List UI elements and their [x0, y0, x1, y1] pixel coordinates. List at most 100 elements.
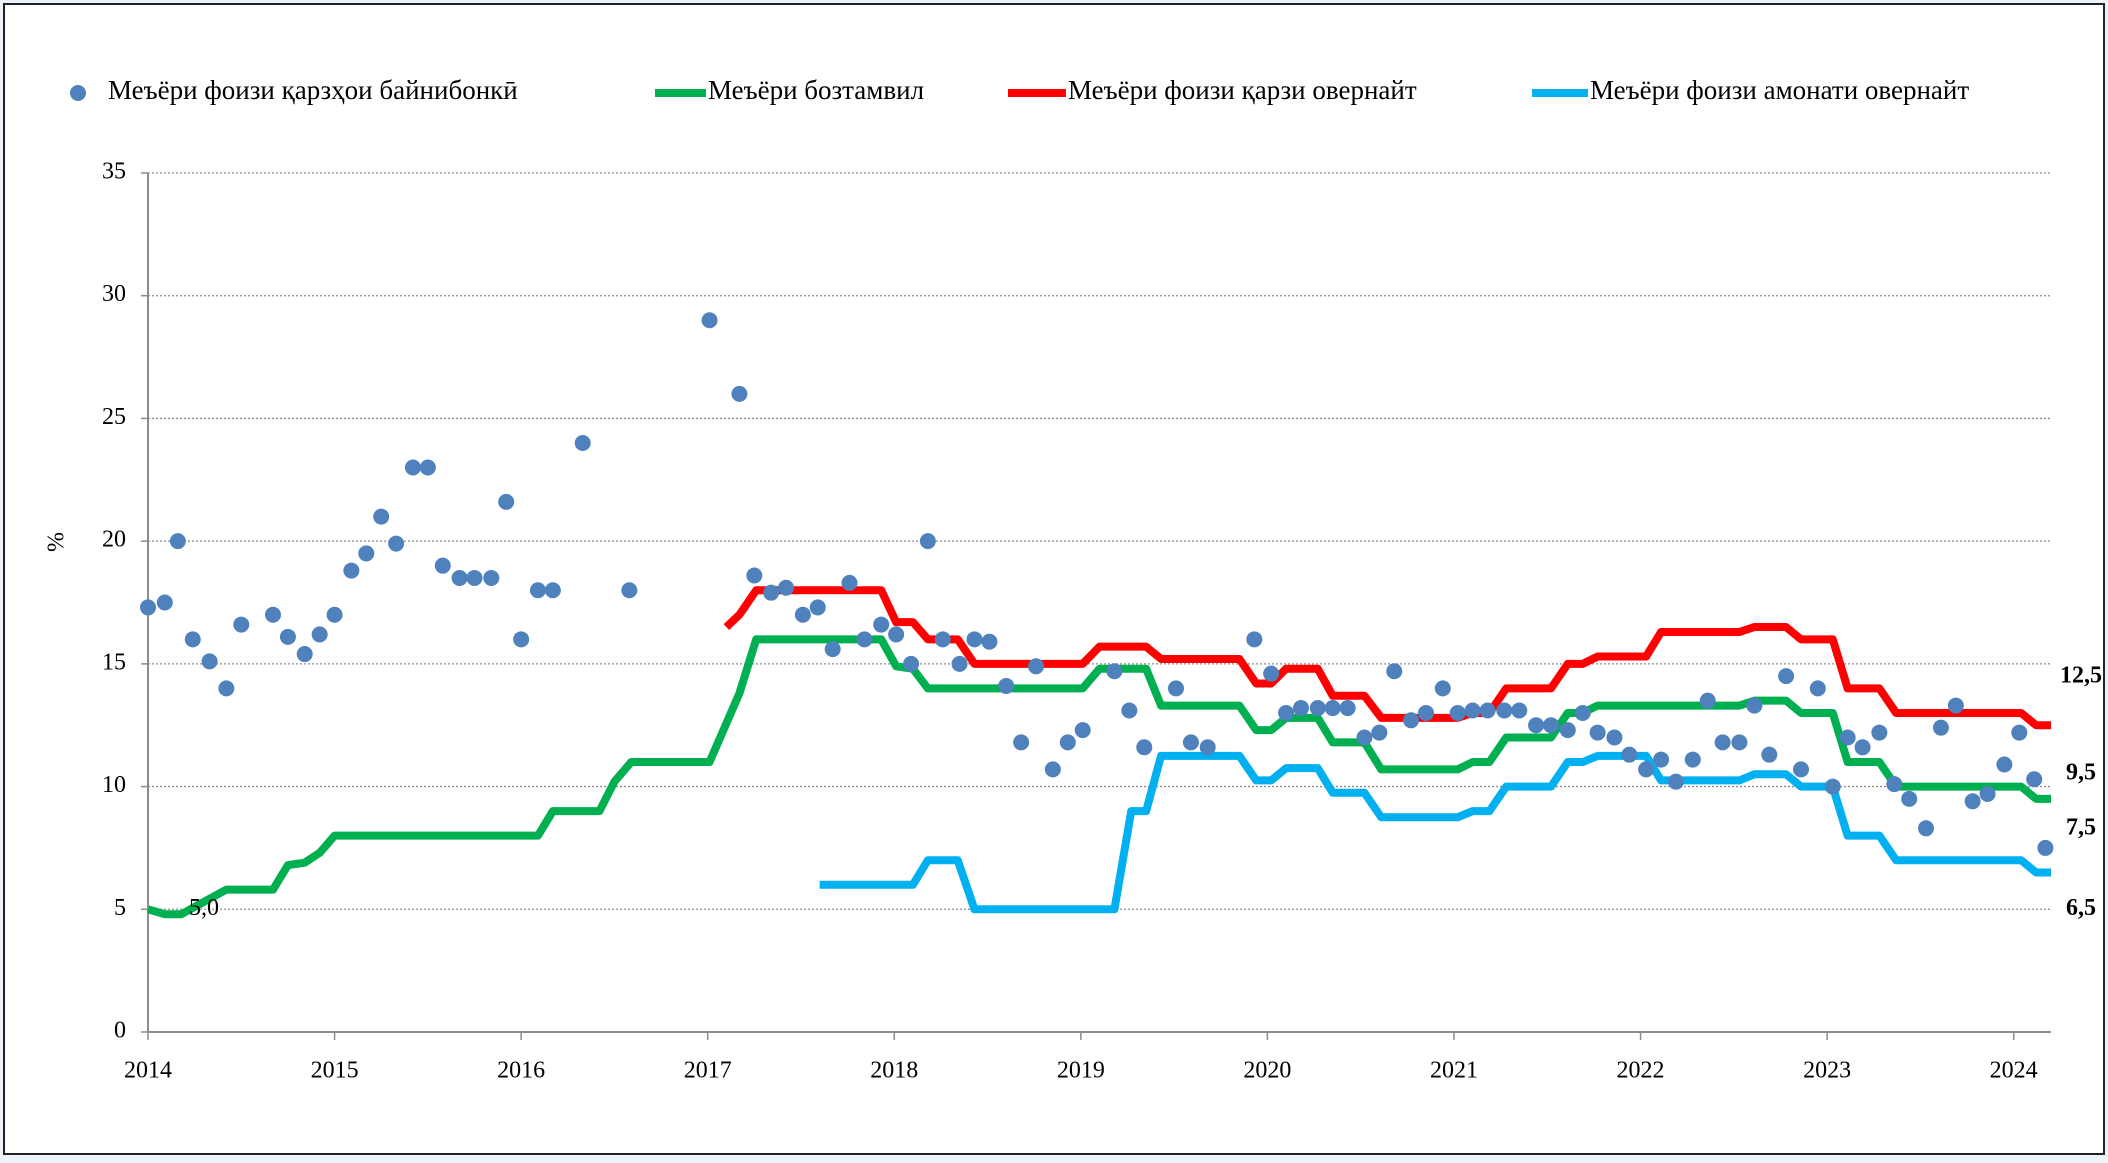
- legend-label: Меъёри фоизи қарзҳои байнибонкӣ: [108, 75, 518, 105]
- scatter-point: [809, 599, 826, 616]
- scatter-point: [466, 569, 483, 586]
- scatter-point: [1589, 724, 1606, 741]
- scatter-point: [343, 562, 360, 579]
- legend-label: Меъёри фоизи қарзи овернайт: [1068, 75, 1417, 105]
- scatter-point: [824, 641, 841, 658]
- annotation: 7,5: [2066, 814, 2096, 840]
- scatter-point: [701, 312, 718, 329]
- scatter-point: [1246, 631, 1263, 648]
- x-tick-label: 2023: [1803, 1058, 1851, 1084]
- scatter-point: [1403, 712, 1420, 729]
- scatter-point: [279, 628, 296, 645]
- scatter-point: [404, 459, 421, 476]
- scatter-point: [2026, 771, 2043, 788]
- x-tick-label: 2015: [311, 1058, 359, 1084]
- scatter-point: [1932, 719, 1949, 736]
- scatter-point: [326, 606, 343, 623]
- scatter-point: [1964, 793, 1981, 810]
- y-tick-label: 15: [102, 649, 126, 675]
- y-tick-label: 0: [114, 1018, 126, 1044]
- scatter-point: [513, 631, 530, 648]
- scatter-point: [1511, 702, 1528, 719]
- scatter-point: [1761, 746, 1778, 763]
- scatter-point: [1356, 729, 1373, 746]
- scatter-point: [888, 626, 905, 643]
- scatter-point: [1746, 697, 1763, 714]
- scatter-point: [778, 579, 795, 596]
- scatter-point: [296, 646, 313, 663]
- scatter-point: [1339, 700, 1356, 717]
- scatter-point: [1901, 790, 1918, 807]
- annotation: 5,0: [189, 895, 219, 921]
- scatter-point: [1854, 739, 1871, 756]
- scatter-point: [574, 434, 591, 451]
- scatter-point: [856, 631, 873, 648]
- scatter-point: [1699, 692, 1716, 709]
- scatter-point: [1792, 761, 1809, 778]
- y-tick-label: 10: [102, 772, 126, 798]
- scatter-point: [1434, 680, 1451, 697]
- scatter-point: [1371, 724, 1388, 741]
- x-tick-label: 2020: [1243, 1058, 1291, 1084]
- scatter-point: [1324, 700, 1341, 717]
- scatter-point: [1121, 702, 1138, 719]
- scatter-point: [1496, 702, 1513, 719]
- y-tick-label: 35: [102, 159, 126, 185]
- scatter-point: [1606, 729, 1623, 746]
- legend-label: Меъёри фоизи амонати овернайт: [1590, 75, 1969, 105]
- scatter-point: [1684, 751, 1701, 768]
- x-tick-label: 2016: [497, 1058, 545, 1084]
- series-line: [146, 635, 2051, 919]
- scatter-point: [483, 569, 500, 586]
- scatter-point: [1621, 746, 1638, 763]
- y-tick-label: 20: [102, 527, 126, 553]
- scatter-point: [1839, 729, 1856, 746]
- scatter-point: [966, 631, 983, 648]
- scatter-point: [1386, 663, 1403, 680]
- scatter-point: [358, 545, 375, 562]
- scatter-point: [1667, 773, 1684, 790]
- scatter-point: [1979, 785, 1996, 802]
- x-tick-label: 2018: [870, 1058, 918, 1084]
- scatter-point: [156, 594, 173, 611]
- x-tick-label: 2017: [684, 1058, 732, 1084]
- scatter-point: [1167, 680, 1184, 697]
- scatter-point: [1731, 734, 1748, 751]
- scatter-point: [529, 582, 546, 599]
- scatter-point: [544, 582, 561, 599]
- scatter-point: [1479, 702, 1496, 719]
- scatter-point: [1417, 704, 1434, 721]
- scatter-point: [1044, 761, 1061, 778]
- scatter-point: [1653, 751, 1670, 768]
- annotation: 6,5: [2066, 895, 2096, 921]
- scatter-point: [265, 606, 282, 623]
- scatter-point: [2037, 839, 2054, 856]
- scatter-point: [951, 655, 968, 672]
- scatter-point: [169, 533, 186, 550]
- legend-marker: [70, 85, 86, 101]
- scatter-point: [1996, 756, 2013, 773]
- scatter-point: [919, 533, 936, 550]
- scatter-point: [2011, 724, 2028, 741]
- scatter-point: [1028, 658, 1045, 675]
- scatter-point: [233, 616, 250, 633]
- scatter-point: [419, 459, 436, 476]
- scatter-point: [1559, 722, 1576, 739]
- x-tick-label: 2019: [1057, 1058, 1105, 1084]
- scatter-point: [873, 616, 890, 633]
- scatter-point: [498, 493, 515, 510]
- scatter-point: [1263, 665, 1280, 682]
- y-tick-label: 30: [102, 281, 126, 307]
- scatter-point: [1013, 734, 1030, 751]
- scatter-point: [746, 567, 763, 584]
- scatter-point: [1542, 717, 1559, 734]
- scatter-point: [1449, 704, 1466, 721]
- scatter-point: [184, 631, 201, 648]
- scatter-point: [621, 582, 638, 599]
- scatter-point: [934, 631, 951, 648]
- scatter-point: [841, 574, 858, 591]
- scatter-point: [1809, 680, 1826, 697]
- scatter-point: [140, 599, 156, 616]
- scatter-point: [1947, 697, 1964, 714]
